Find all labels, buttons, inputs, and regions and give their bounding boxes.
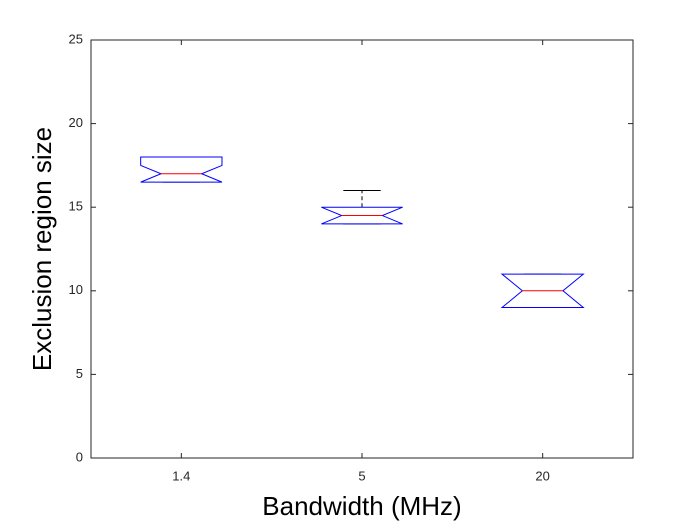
y-tick-label: 0	[76, 449, 83, 464]
box	[140, 156, 223, 183]
y-tick-label: 25	[69, 31, 83, 46]
x-tick-label: 5	[358, 468, 365, 483]
y-tick-label: 5	[76, 366, 83, 381]
x-tick-label: 1.4	[172, 468, 190, 483]
y-tick-label: 15	[69, 199, 83, 214]
x-tick-label: 20	[535, 468, 549, 483]
y-tick-label: 10	[69, 282, 83, 297]
y-axis-title: Exclusion region size	[27, 127, 57, 371]
y-tick-label: 20	[69, 115, 83, 130]
x-axis-title: Bandwidth (MHz)	[262, 491, 461, 521]
